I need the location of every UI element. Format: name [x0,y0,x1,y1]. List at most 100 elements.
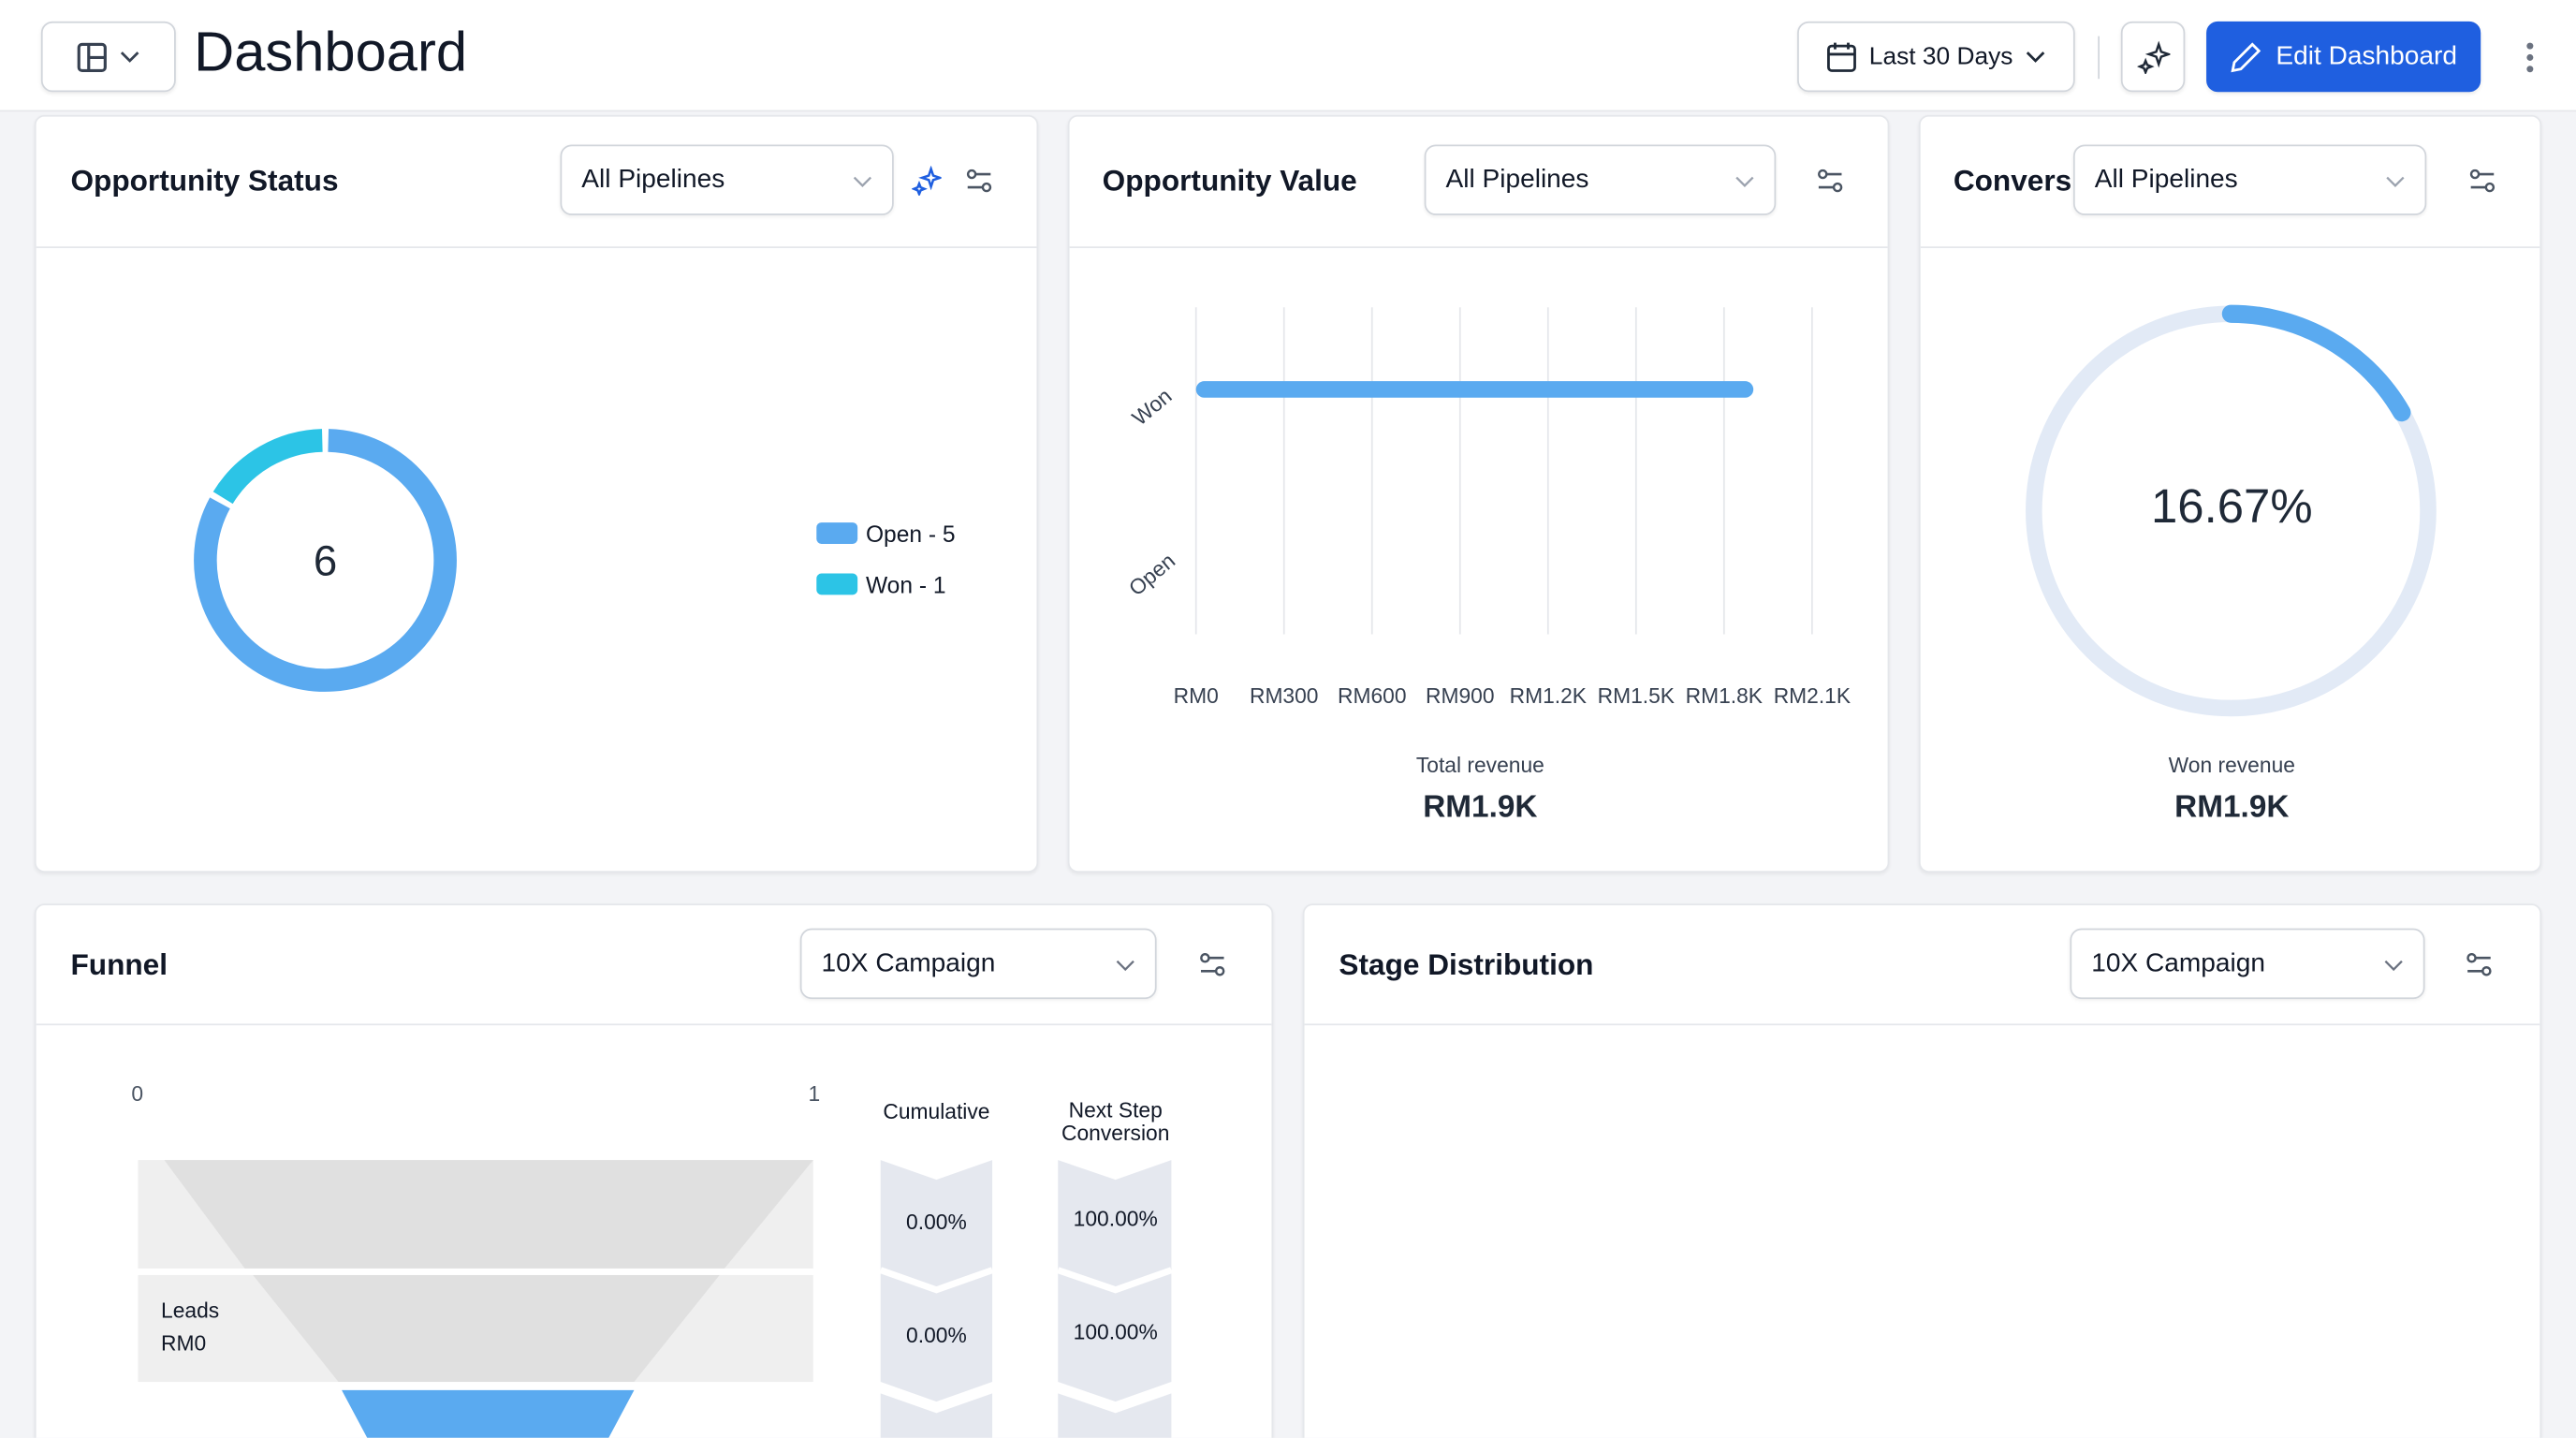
x-tick-label: RM1.2K [1510,683,1587,708]
opportunity-value-card: Opportunity Value All Pipelines RM0 RM300… [1067,114,1890,873]
x-tick-label: RM300 [1250,683,1319,708]
pipeline-filter-dropdown[interactable]: All Pipelines [2072,144,2427,215]
y-tick-label: Won [1127,384,1176,431]
campaign-filter-dropdown[interactable]: 10X Campaign [2070,928,2425,1000]
chevron-down-icon [853,176,872,187]
chevron-down-icon [120,51,139,63]
x-tick-label: RM600 [1338,683,1407,708]
bar-won [1195,381,1754,398]
card-header [36,117,1037,249]
chevron-down-icon [2386,176,2405,187]
conversion-percent: 16.67% [2150,481,2313,535]
donut-total: 6 [313,536,338,585]
card-header [1069,117,1888,249]
dropdown-value: All Pipelines [2094,165,2238,194]
card-title: Convers [1953,164,2072,198]
conversion-card: Convers All Pipelines 16.67% Won revenue… [1918,114,2542,873]
next-step-header-line1: Next Step [1068,1097,1163,1123]
layout-icon [77,41,107,72]
funnel-card: Funnel 10X Campaign 0 1 Cumulative Next … [34,903,1274,1438]
dropdown-value: All Pipelines [581,165,725,194]
date-range-dropdown[interactable]: Last 30 Days [1797,21,2075,93]
funnel-segment [164,1160,813,1269]
x-tick-label: RM900 [1426,683,1495,708]
card-title: Opportunity Value [1102,164,1357,198]
stage-distribution-card: Stage Distribution 10X Campaign [1302,903,2542,1438]
chevron-down-icon [2027,51,2045,63]
edit-dashboard-label: Edit Dashboard [2276,41,2457,70]
next-step-value: 100.00% [1073,1206,1158,1231]
cumulative-value: 0.00% [906,1322,967,1348]
stage-value: RM0 [160,1330,207,1356]
dropdown-value: 10X Campaign [2091,948,2266,977]
cumulative-value: 0.00% [906,1209,967,1235]
dropdown-value: All Pipelines [1445,165,1589,194]
won-revenue-label: Won revenue [2168,752,2295,778]
next-step-column [1058,1160,1172,1402]
top-bar: Dashboard Last 30 Days Edit Dashboard [0,0,2576,112]
campaign-filter-dropdown[interactable]: 10X Campaign [799,928,1157,1000]
conversion-gauge [2026,304,2437,717]
chevron-down-icon [1735,176,1754,187]
date-range-label: Last 30 Days [1868,42,2013,71]
total-revenue-value: RM1.9K [1423,790,1538,826]
donut-slice-open [194,429,457,692]
sparkle-icon[interactable] [910,165,943,198]
x-tick-label: RM2.1K [1774,683,1851,708]
x-tick-label: RM1.8K [1686,683,1763,708]
funnel-segment [253,1274,720,1383]
calendar-icon [1826,42,1856,72]
donut-slice-won [212,429,323,505]
next-step-header: Next Step Conversion [1030,1097,1201,1146]
gauge-progress [2221,304,2411,422]
funnel-segment-active [342,1389,635,1438]
status-donut-chart [194,429,457,692]
divider [2098,36,2100,80]
legend-swatch-won [816,573,858,595]
next-step-header-line2: Conversion [1061,1120,1170,1146]
layout-switcher-button[interactable] [40,21,176,93]
chevron-down-icon [1116,960,1134,972]
stage-name: Leads [160,1298,220,1323]
settings-sliders-icon[interactable] [2466,165,2498,198]
next-step-value: 100.00% [1073,1319,1158,1344]
card-title: Opportunity Status [70,164,339,198]
cumulative-column [880,1160,993,1402]
dropdown-value: 10X Campaign [821,948,996,977]
settings-sliders-icon[interactable] [2463,948,2496,981]
won-revenue-value: RM1.9K [2174,790,2290,826]
legend-open: Open - 5 [865,521,956,548]
pencil-icon [2231,41,2261,72]
card-header [1304,905,2540,1026]
next-step-column [1058,1393,1172,1438]
sparkle-icon [2136,39,2170,74]
ai-insights-button[interactable] [2120,21,2186,93]
legend-won: Won - 1 [865,571,946,598]
settings-sliders-icon[interactable] [1196,948,1229,981]
page-title: Dashboard [194,21,468,84]
settings-sliders-icon[interactable] [1814,165,1847,198]
total-revenue-label: Total revenue [1415,752,1544,778]
axis-max-label: 1 [808,1080,821,1107]
card-header [1920,117,2540,249]
chevron-down-icon [2384,960,2403,972]
pipeline-filter-dropdown[interactable]: All Pipelines [560,144,894,215]
cumulative-column [880,1393,993,1438]
pipeline-filter-dropdown[interactable]: All Pipelines [1424,144,1777,215]
axis-min-label: 0 [131,1080,144,1107]
funnel-chart [138,1160,1173,1438]
value-bar-chart: RM0 RM300 RM600 RM900 RM1.2K RM1.5K RM1.8K RM2.… [1124,307,1851,708]
more-options-icon[interactable] [2517,37,2543,80]
x-tick-label: RM0 [1174,683,1219,708]
opportunity-status-card: Opportunity Status All Pipelines 6 Open … [34,114,1039,873]
legend-swatch-open [816,522,858,544]
card-title: Funnel [70,947,168,981]
card-title: Stage Distribution [1339,947,1594,981]
settings-sliders-icon[interactable] [962,165,995,198]
x-tick-label: RM1.5K [1598,683,1675,708]
edit-dashboard-button[interactable]: Edit Dashboard [2206,21,2481,93]
y-tick-label: Open [1124,549,1179,601]
cumulative-header: Cumulative [883,1099,990,1124]
card-header [36,905,1272,1026]
